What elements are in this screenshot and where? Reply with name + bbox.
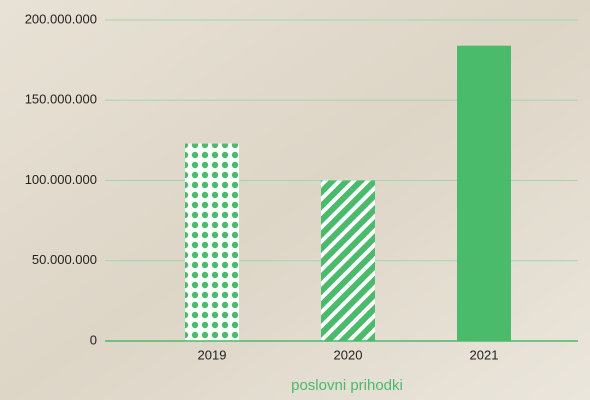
y-tick-label: 150.000.000 — [25, 92, 97, 107]
bar — [321, 180, 375, 341]
y-tick-label: 50.000.000 — [32, 252, 97, 267]
x-axis-label: poslovni prihodki — [291, 377, 403, 394]
x-tick-label: 2019 — [198, 347, 227, 362]
x-tick-label: 2021 — [470, 347, 499, 362]
y-tick-label: 200.000.000 — [25, 11, 97, 26]
y-tick-label: 0 — [90, 332, 97, 347]
bar — [185, 143, 239, 341]
bar — [457, 45, 511, 342]
x-tick-label: 2020 — [334, 347, 363, 362]
y-tick-label: 100.000.000 — [25, 172, 97, 187]
